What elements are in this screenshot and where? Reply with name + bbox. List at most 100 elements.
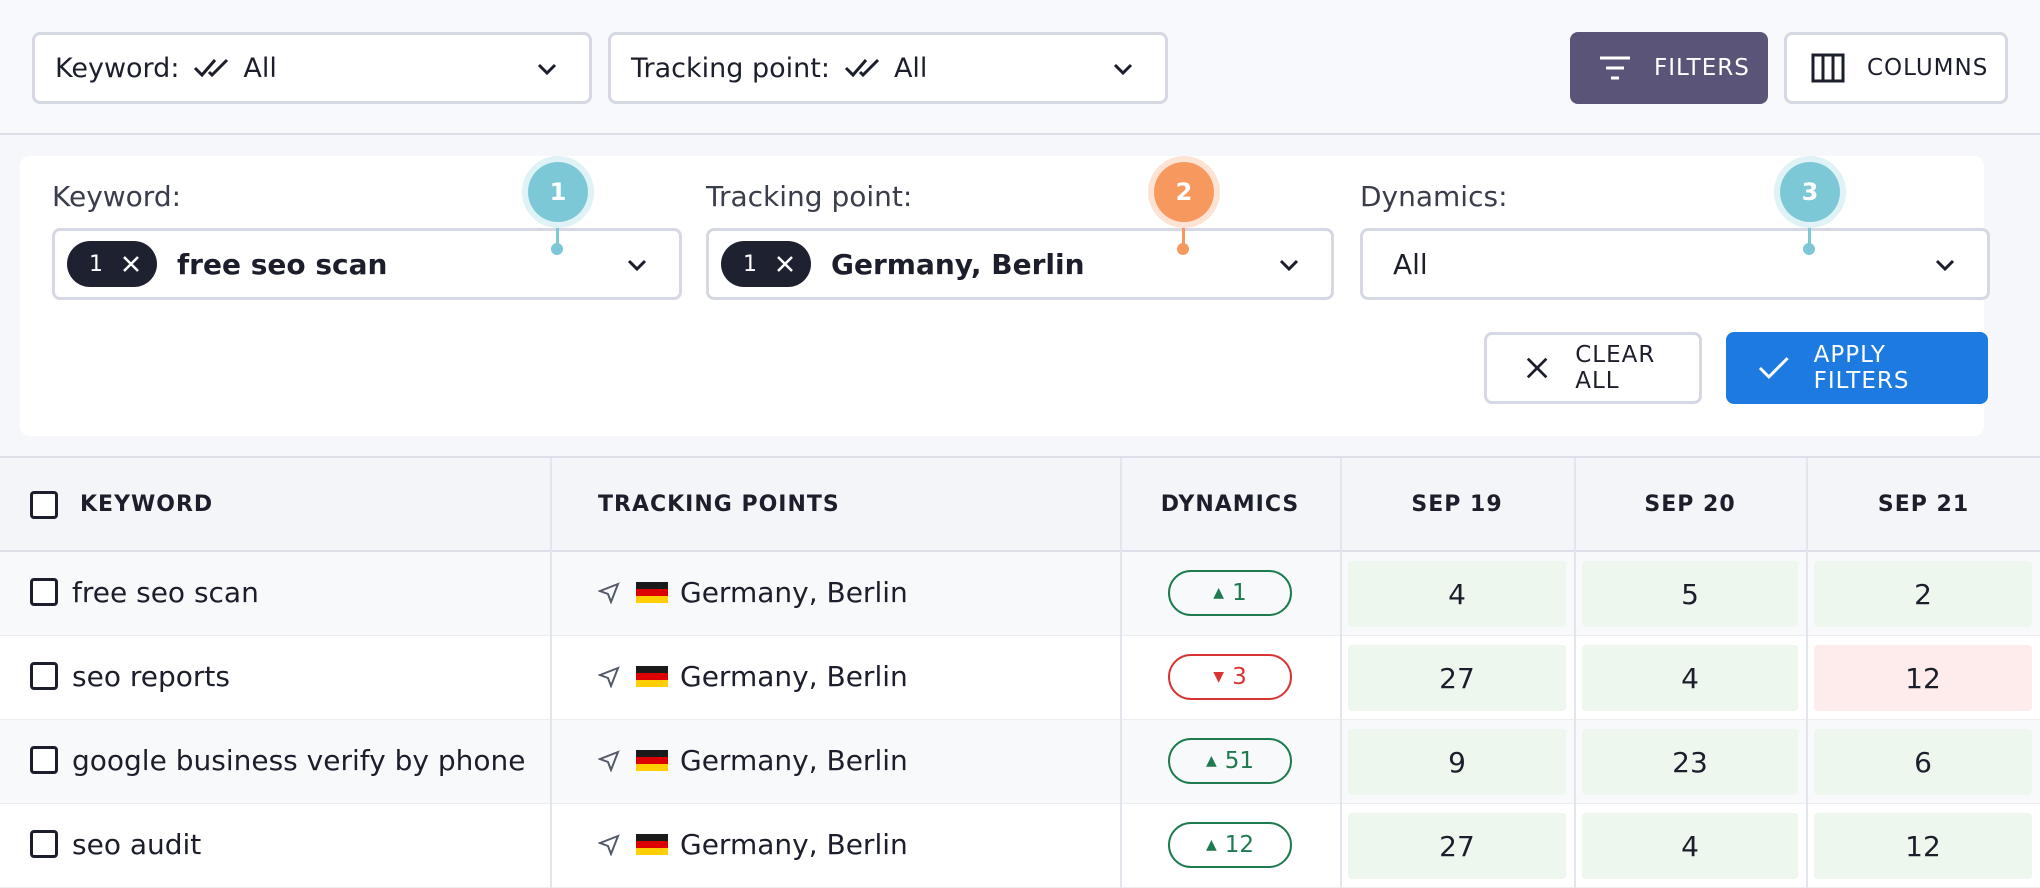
row-tracking-point: Germany, Berlin <box>598 660 908 693</box>
keyword-dropdown[interactable]: Keyword: All <box>32 32 592 104</box>
location-arrow-icon <box>598 665 620 688</box>
columns-button-label: COLUMNS <box>1867 55 1989 81</box>
tracking-selection-chip[interactable]: 1 <box>721 241 811 287</box>
tracking-dropdown-label: Tracking point: <box>631 52 830 84</box>
trend-down-icon: ▼ <box>1213 669 1225 685</box>
row-tracking-point-label: Germany, Berlin <box>680 660 908 693</box>
tracking-filter-value: Germany, Berlin <box>831 247 1085 281</box>
table-row[interactable]: free seo scan Germany, Berlin ▲ 1 4 5 2 <box>0 552 2040 636</box>
double-check-icon <box>194 58 229 78</box>
table-header: KEYWORD TRACKING POINTS DYNAMICS SEP 19 … <box>0 458 2040 552</box>
tracking-filter-select[interactable]: 1 Germany, Berlin <box>706 228 1334 300</box>
header-keyword[interactable]: KEYWORD <box>80 491 214 517</box>
chevron-down-icon <box>627 259 647 272</box>
dynamics-filter-select[interactable]: All <box>1360 228 1990 300</box>
chip-count: 1 <box>89 251 103 277</box>
position-cell: 12 <box>1814 645 2032 711</box>
location-arrow-icon <box>598 833 620 856</box>
apply-filters-button[interactable]: APPLY FILTERS <box>1726 332 1988 404</box>
header-date-sep21[interactable]: SEP 21 <box>1877 491 1970 517</box>
row-keyword: seo reports <box>72 660 230 693</box>
top-filter-bar: Keyword: All Tracking point: All FILTERS… <box>0 0 2040 135</box>
germany-flag-icon <box>636 833 668 856</box>
keyword-filter-label: Keyword: <box>52 180 182 213</box>
position-cell: 4 <box>1348 561 1566 627</box>
row-keyword: free seo scan <box>72 576 259 609</box>
column-divider <box>550 458 552 888</box>
step-pin-line <box>556 220 559 250</box>
columns-button[interactable]: COLUMNS <box>1784 32 2008 104</box>
position-cell: 23 <box>1582 729 1798 795</box>
close-icon[interactable] <box>775 254 795 274</box>
keyword-filter-value: free seo scan <box>177 247 388 281</box>
dynamics-value: 3 <box>1232 664 1247 690</box>
double-check-icon <box>844 58 880 78</box>
trend-up-icon: ▲ <box>1205 837 1217 853</box>
row-checkbox[interactable] <box>30 830 58 858</box>
header-dynamics[interactable]: DYNAMICS <box>1160 491 1300 517</box>
chip-count: 1 <box>743 251 757 277</box>
dynamics-badge: ▼ 3 <box>1168 654 1292 700</box>
row-checkbox[interactable] <box>30 578 58 606</box>
column-divider <box>1120 458 1122 888</box>
location-arrow-icon <box>598 749 620 772</box>
select-all-checkbox[interactable] <box>30 491 58 519</box>
header-tracking-points[interactable]: TRACKING POINTS <box>598 491 840 517</box>
dynamics-value: 12 <box>1224 832 1255 858</box>
clear-all-button[interactable]: CLEAR ALL <box>1484 332 1702 404</box>
row-checkbox[interactable] <box>30 746 58 774</box>
keyword-dropdown-value: All <box>243 52 277 84</box>
filter-icon <box>1600 56 1630 80</box>
trend-up-icon: ▲ <box>1213 585 1225 601</box>
row-tracking-point-label: Germany, Berlin <box>680 576 908 609</box>
position-cell: 4 <box>1582 813 1798 879</box>
filters-button-label: FILTERS <box>1654 55 1750 81</box>
keyword-filter-select[interactable]: 1 free seo scan <box>52 228 682 300</box>
keyword-selection-chip[interactable]: 1 <box>67 241 157 287</box>
step-badge-3: 3 <box>1780 162 1840 222</box>
germany-flag-icon <box>636 665 668 688</box>
tracking-filter-label: Tracking point: <box>706 180 913 213</box>
column-divider <box>1806 458 1808 888</box>
table-row[interactable]: seo audit Germany, Berlin ▲ 12 27 4 12 <box>0 804 2040 888</box>
position-cell: 6 <box>1814 729 2032 795</box>
filters-button[interactable]: FILTERS <box>1570 32 1768 104</box>
step-pin-dot <box>551 243 563 255</box>
tracking-point-dropdown[interactable]: Tracking point: All <box>608 32 1168 104</box>
close-icon[interactable] <box>121 254 141 274</box>
row-keyword: seo audit <box>72 828 202 861</box>
position-cell: 27 <box>1348 645 1566 711</box>
tracking-dropdown-value: All <box>893 52 928 84</box>
position-cell: 12 <box>1814 813 2032 879</box>
dynamics-filter-value: All <box>1393 247 1428 281</box>
dynamics-badge: ▲ 12 <box>1168 822 1292 868</box>
table-row[interactable]: google business verify by phone Germany,… <box>0 720 2040 804</box>
trend-up-icon: ▲ <box>1205 753 1217 769</box>
germany-flag-icon <box>636 581 668 604</box>
position-cell: 2 <box>1814 561 2032 627</box>
dynamics-badge: ▲ 51 <box>1168 738 1292 784</box>
chevron-down-icon <box>1113 63 1133 76</box>
position-cell: 9 <box>1348 729 1566 795</box>
column-divider <box>1574 458 1576 888</box>
position-cell: 4 <box>1582 645 1798 711</box>
step-badge-2: 2 <box>1154 162 1214 222</box>
row-checkbox[interactable] <box>30 662 58 690</box>
dynamics-filter-label: Dynamics: <box>1360 180 1508 213</box>
column-divider <box>1340 458 1342 888</box>
step-pin-line <box>1808 220 1811 250</box>
header-date-sep20[interactable]: SEP 20 <box>1644 491 1736 517</box>
chevron-down-icon <box>537 63 557 76</box>
table-row[interactable]: seo reports Germany, Berlin ▼ 3 27 4 12 <box>0 636 2040 720</box>
apply-filters-label: APPLY FILTERS <box>1813 342 1910 394</box>
chevron-down-icon <box>1935 259 1955 272</box>
close-icon <box>1526 357 1548 379</box>
clear-all-label: CLEAR ALL <box>1575 342 1656 394</box>
chevron-down-icon <box>1279 259 1299 272</box>
germany-flag-icon <box>636 749 668 772</box>
header-date-sep19[interactable]: SEP 19 <box>1411 491 1503 517</box>
location-arrow-icon <box>598 581 620 604</box>
row-tracking-point: Germany, Berlin <box>598 576 908 609</box>
row-tracking-point-label: Germany, Berlin <box>680 744 908 777</box>
row-tracking-point: Germany, Berlin <box>598 744 908 777</box>
